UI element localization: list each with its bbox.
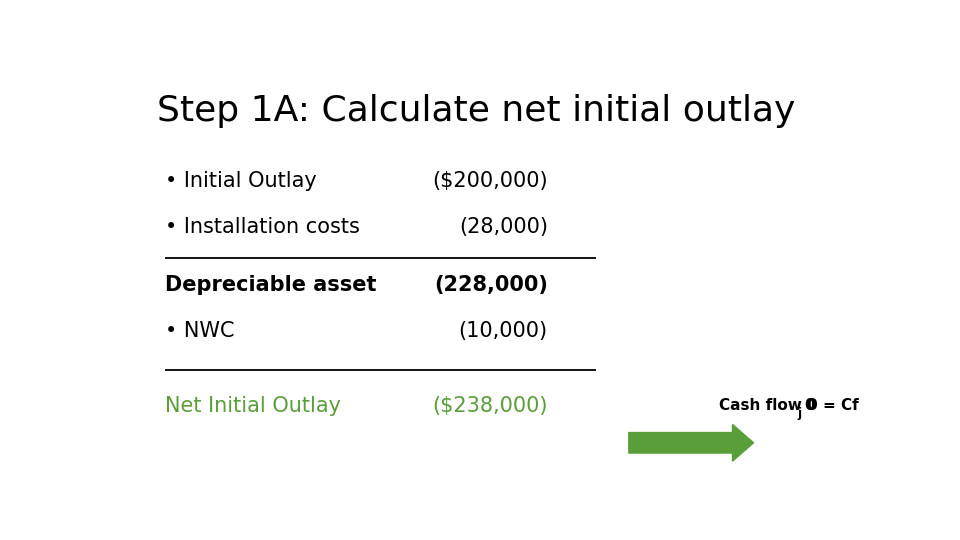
Text: (28,000): (28,000) xyxy=(459,217,548,237)
Text: Net Initial Outlay: Net Initial Outlay xyxy=(165,396,341,416)
Text: 0: 0 xyxy=(804,399,815,413)
Text: Depreciable asset: Depreciable asset xyxy=(165,275,376,295)
Text: (228,000): (228,000) xyxy=(434,275,548,295)
FancyArrow shape xyxy=(629,424,754,461)
Text: • Initial Outlay: • Initial Outlay xyxy=(165,171,317,191)
Text: Cash flow 0 = Cf: Cash flow 0 = Cf xyxy=(719,399,858,413)
Text: Step 1A: Calculate net initial outlay: Step 1A: Calculate net initial outlay xyxy=(157,94,796,128)
Text: j: j xyxy=(798,407,802,420)
Text: • NWC: • NWC xyxy=(165,321,234,341)
Text: (10,000): (10,000) xyxy=(459,321,548,341)
Text: ($238,000): ($238,000) xyxy=(432,396,548,416)
Text: ($200,000): ($200,000) xyxy=(432,171,548,191)
Text: • Installation costs: • Installation costs xyxy=(165,217,359,237)
